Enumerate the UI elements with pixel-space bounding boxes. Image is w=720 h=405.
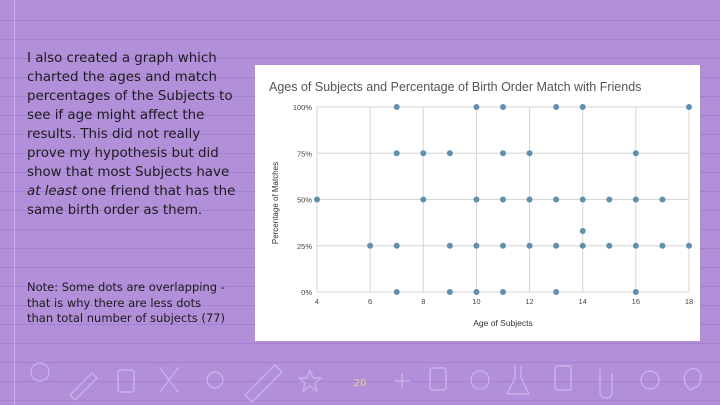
chart-tick-labels: 0% 25% 50% 75% 100% 4 6 8 10 12 14 16 18 — [293, 103, 693, 306]
data-point — [393, 242, 400, 249]
data-point — [446, 150, 453, 157]
x-axis-label: Age of Subjects — [473, 318, 533, 328]
data-point — [446, 289, 453, 295]
data-point — [446, 242, 453, 249]
basketball-icon — [470, 370, 490, 390]
clock-icon — [640, 370, 660, 390]
data-point — [632, 196, 639, 203]
data-point — [606, 196, 613, 203]
margin-line — [14, 0, 15, 405]
x-tick-label: 16 — [632, 297, 640, 306]
data-point — [579, 227, 586, 234]
flask-icon — [506, 365, 530, 395]
data-point — [659, 196, 666, 203]
scatter-chart: Ages of Subjects and Percentage of Birth… — [269, 80, 693, 328]
data-point — [526, 196, 533, 203]
x-tick-label: 18 — [685, 297, 693, 306]
x-tick-label: 8 — [421, 297, 425, 306]
main-paragraph: I also created a graph which charted the… — [27, 49, 242, 220]
data-point — [393, 150, 400, 157]
notebook-rule — [0, 381, 720, 382]
y-tick-label: 100% — [293, 103, 313, 112]
paperclip-icon — [599, 369, 613, 399]
data-point — [473, 104, 480, 110]
note-text: Note: Some dots are overlapping - that i… — [27, 280, 225, 325]
data-point — [500, 104, 506, 110]
notebook-rule — [0, 20, 720, 21]
data-point — [632, 289, 639, 295]
data-point — [500, 289, 506, 295]
data-point — [473, 196, 480, 203]
data-point — [632, 150, 639, 157]
x-tick-label: 14 — [579, 297, 587, 306]
y-tick-label: 25% — [297, 242, 312, 251]
notebook-rule — [0, 58, 720, 59]
page-number: 20 — [353, 378, 367, 389]
data-point — [500, 196, 506, 203]
x-tick-label: 12 — [525, 297, 533, 306]
chart-points — [314, 104, 692, 295]
data-point — [686, 104, 692, 110]
plus-icon — [394, 373, 410, 389]
paragraph-text-2: one friend that has the same birth order… — [27, 184, 236, 218]
lightbulb-icon — [683, 367, 702, 391]
ruler-icon — [244, 364, 283, 403]
data-point — [367, 242, 374, 249]
apple-icon — [206, 371, 224, 389]
data-point — [393, 104, 400, 110]
star-icon — [298, 369, 322, 392]
data-point — [473, 289, 480, 295]
book-icon — [117, 369, 135, 393]
calculator-icon — [429, 367, 447, 391]
data-point — [659, 242, 666, 249]
paragraph-emphasis: at least — [27, 184, 78, 199]
data-point — [473, 242, 480, 249]
x-tick-label: 4 — [315, 297, 319, 306]
y-axis-label: Percentage of Matches — [271, 162, 280, 244]
y-tick-label: 75% — [297, 149, 312, 158]
x-tick-label: 6 — [368, 297, 372, 306]
data-point — [632, 242, 639, 249]
pencil-icon — [69, 372, 98, 401]
data-point — [553, 104, 560, 110]
data-point — [526, 242, 533, 249]
data-point — [579, 104, 586, 110]
data-point — [314, 196, 320, 203]
globe-icon — [30, 362, 50, 382]
notebook-rule — [0, 343, 720, 344]
notebook-rule — [0, 39, 720, 40]
chart-title: Ages of Subjects and Percentage of Birth… — [269, 80, 641, 94]
data-point — [526, 150, 533, 157]
paragraph-text-1: I also created a graph which charted the… — [27, 51, 233, 180]
school-doodles — [30, 362, 702, 403]
chart-card: Ages of Subjects and Percentage of Birth… — [255, 65, 700, 341]
data-point — [393, 289, 400, 295]
data-point — [553, 242, 560, 249]
notebook-rule — [0, 362, 720, 363]
notebook-rule — [0, 400, 720, 401]
data-point — [686, 242, 692, 249]
data-point — [420, 196, 427, 203]
data-point — [420, 150, 427, 157]
data-point — [579, 242, 586, 249]
notebook-icon — [554, 365, 572, 391]
data-point — [553, 196, 560, 203]
x-tick-label: 10 — [472, 297, 480, 306]
data-point — [553, 289, 560, 295]
data-point — [579, 196, 586, 203]
y-tick-label: 0% — [301, 288, 312, 297]
data-point — [500, 150, 506, 157]
scissors-icon — [159, 367, 179, 393]
data-point — [606, 242, 613, 249]
data-point — [500, 242, 506, 249]
y-tick-label: 50% — [297, 196, 312, 205]
